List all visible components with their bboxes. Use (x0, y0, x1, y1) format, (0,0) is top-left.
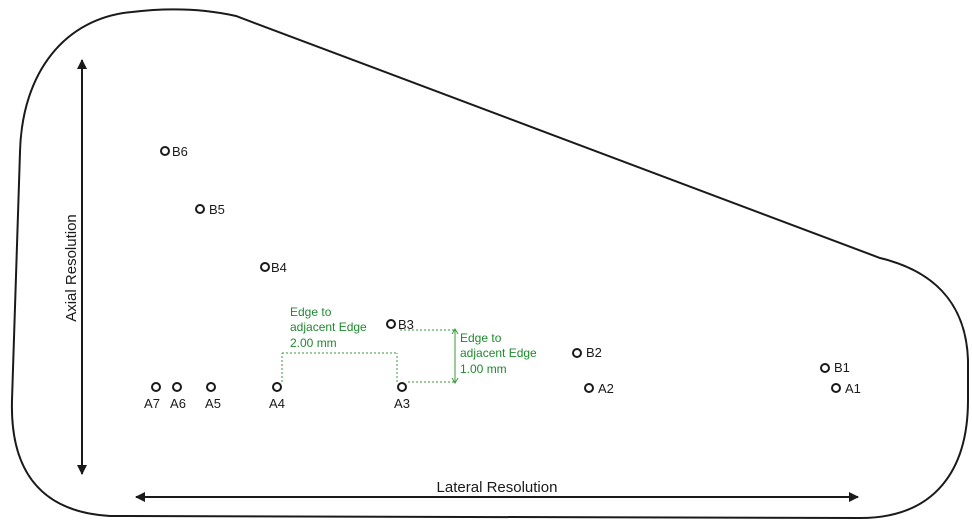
phantom-outline (10, 8, 969, 520)
target-B4: B4 (260, 260, 287, 275)
svg-text:A6: A6 (170, 396, 186, 411)
svg-text:A5: A5 (205, 396, 221, 411)
svg-text:A7: A7 (144, 396, 160, 411)
target-B6: B6 (160, 144, 188, 159)
axial-dimension: Edge to adjacent Edge 1.00 mm (400, 328, 537, 384)
axial-label: Axial Resolution (63, 214, 80, 322)
svg-text:A2: A2 (598, 381, 614, 396)
svg-text:B6: B6 (172, 144, 188, 159)
svg-text:B2: B2 (586, 345, 602, 360)
svg-text:1.00 mm: 1.00 mm (460, 362, 507, 376)
target-B5: B5 (195, 202, 225, 217)
target-B1: B1 (820, 360, 850, 375)
target-A2: A2 (584, 381, 614, 396)
target-A6: A6 (170, 382, 186, 411)
target-B2: B2 (572, 345, 602, 360)
svg-text:adjacent Edge: adjacent Edge (290, 320, 367, 334)
svg-text:B1: B1 (834, 360, 850, 375)
target-B3: B3 (386, 317, 414, 332)
target-A3: A3 (394, 382, 410, 411)
target-A1: A1 (831, 381, 861, 396)
svg-text:A3: A3 (394, 396, 410, 411)
target-A4: A4 (269, 382, 285, 411)
svg-text:B4: B4 (271, 260, 287, 275)
svg-text:B5: B5 (209, 202, 225, 217)
lateral-dimension: Edge to adjacent Edge 2.00 mm (281, 305, 398, 382)
lateral-label: Lateral Resolution (437, 479, 558, 496)
target-A7: A7 (144, 382, 161, 411)
svg-text:A1: A1 (845, 381, 861, 396)
svg-text:A4: A4 (269, 396, 285, 411)
target-A5: A5 (205, 382, 221, 411)
svg-text:adjacent Edge: adjacent Edge (460, 346, 537, 360)
svg-text:Edge to: Edge to (460, 331, 502, 345)
svg-text:2.00 mm: 2.00 mm (290, 336, 337, 350)
svg-text:B3: B3 (398, 317, 414, 332)
svg-text:Edge to: Edge to (290, 305, 332, 319)
